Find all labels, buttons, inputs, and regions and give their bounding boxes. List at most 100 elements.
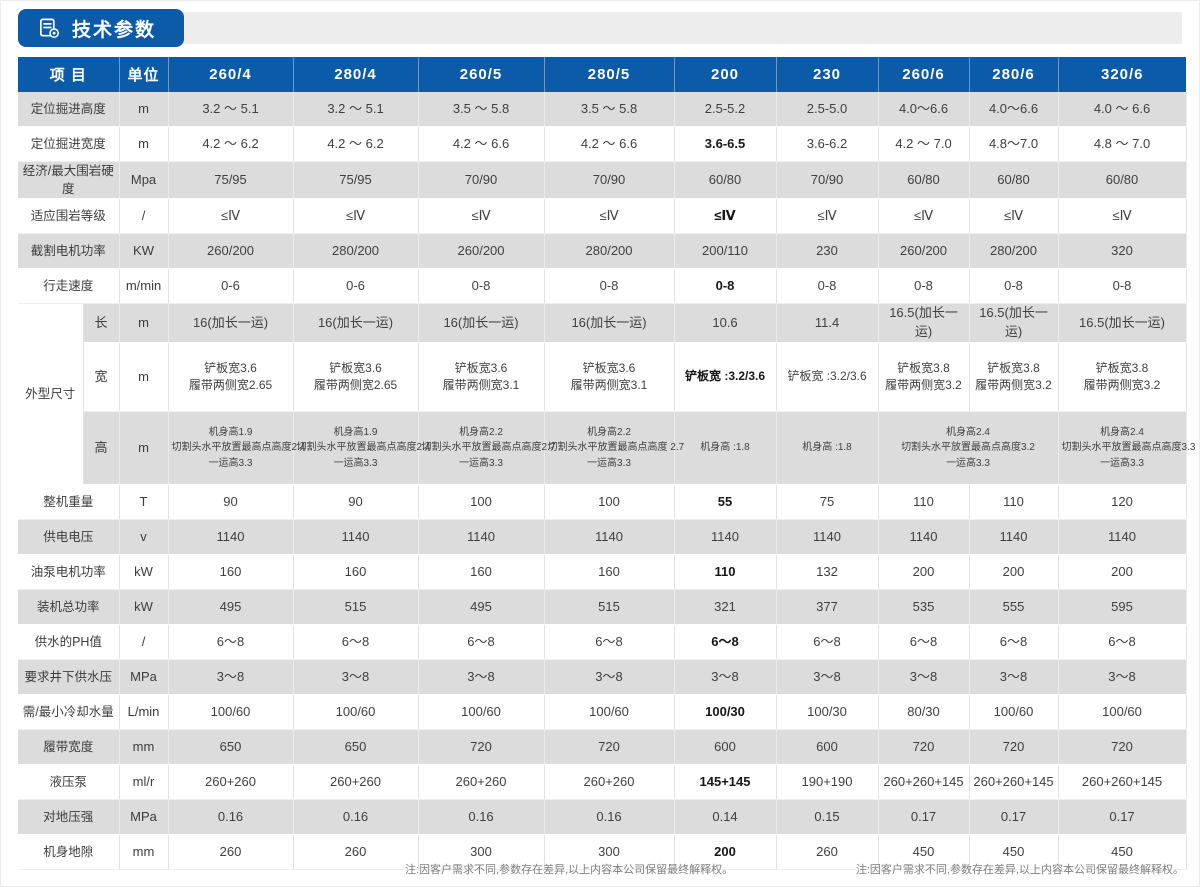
value-cell: 535 — [878, 589, 970, 625]
value-cell: 机身高1.9 切割头水平放置最高点高度2.4 一运高3.3 — [293, 411, 431, 485]
value-cell: 260+260 — [293, 764, 419, 800]
col-header-model-260-4: 260/4 — [168, 57, 294, 92]
value-cell: 720 — [544, 729, 675, 765]
value-cell: 0-8 — [544, 268, 675, 305]
value-cell: 60/80 — [1058, 161, 1187, 200]
table-row: 油泵电机功率 kW 160 160 160 160 110 132 200 200 200 — [18, 554, 1187, 590]
value-line: 铲板宽3.8 — [1095, 360, 1149, 375]
table-row: 供电电压 v 1140 1140 1140 1140 1140 1140 1140 1140 114… — [18, 519, 1187, 555]
unit-cell: v — [119, 519, 169, 555]
value-line: 铲板宽3.6 — [454, 360, 508, 375]
disclaimer-note-left: 注:因客户需求不同,参数存在差异,以上内容本公司保留最终解释权。 — [405, 864, 734, 876]
unit-cell: MPa — [119, 659, 169, 695]
value-cell: 3.2 ～ 5.1 — [293, 92, 419, 127]
row-sublabel: 长 — [83, 303, 120, 343]
value-line: 机身高2.4 — [946, 426, 990, 438]
row-label: 经济/最大围岩硬度 — [18, 161, 120, 200]
row-label: 供电电压 — [18, 519, 120, 555]
row-label: 履带宽度 — [18, 729, 120, 765]
value-cell: 321 — [674, 589, 777, 625]
value-cell: 595 — [1058, 589, 1187, 625]
value-cell: 16(加长一运) — [168, 303, 294, 343]
row-sublabel: 宽 — [83, 342, 120, 412]
value-cell: 11.4 — [776, 303, 879, 343]
value-cell: 100/30 — [674, 694, 777, 730]
value-cell: 160 — [418, 554, 545, 590]
value-line: 一运高3.3 — [946, 457, 990, 469]
value-cell: 100 — [418, 484, 545, 520]
table-row: 定位掘进宽度 m 4.2 ～ 6.2 4.2 ～ 6.2 4.2 ～ 6.6 4.2 ～ … — [18, 126, 1187, 162]
value-cell: 3～8 — [168, 659, 294, 695]
unit-cell: mm — [119, 834, 169, 870]
value-cell: 70/90 — [776, 161, 879, 200]
value-cell: 6～8 — [544, 624, 675, 660]
row-label: 需/最小冷却水量 — [18, 694, 120, 730]
unit-cell: / — [119, 624, 169, 660]
value-cell: 0.16 — [293, 799, 419, 835]
value-line: 机身高1.9 — [333, 426, 378, 438]
value-cell: 机身高1.9 切割头水平放置最高点高度2.4 一运高3.3 — [168, 411, 306, 485]
value-cell: 3～8 — [776, 659, 879, 695]
value-cell: 4.0～6.6 — [969, 92, 1059, 127]
value-line: 铲板宽3.6 — [204, 360, 257, 375]
value-cell: 6～8 — [1058, 624, 1187, 660]
value-cell: 260+260+145 — [1058, 764, 1187, 800]
value-cell: 720 — [969, 729, 1059, 765]
value-cell: 1140 — [674, 519, 777, 555]
value-cell: 3～8 — [674, 659, 777, 695]
value-cell: 60/80 — [674, 161, 777, 200]
value-cell: 200 — [969, 554, 1059, 590]
value-cell: 200 — [1058, 554, 1187, 590]
value-cell: 190+190 — [776, 764, 879, 800]
value-cell: ≤Ⅳ — [969, 198, 1059, 235]
value-line: 切割头水平放置最高点高度2.7 — [421, 442, 556, 454]
value-cell: 4.2 ～ 6.2 — [293, 126, 419, 162]
col-header-model-260-5: 260/5 — [418, 57, 545, 92]
value-cell: 280/200 — [969, 233, 1059, 270]
value-line: 履带两侧宽3.2 — [1083, 377, 1161, 392]
value-cell: 145+145 — [674, 764, 777, 800]
unit-cell: L/min — [119, 694, 169, 730]
value-cell: 100/60 — [168, 694, 294, 730]
value-cell: 260 — [168, 834, 294, 870]
value-cell: 1140 — [878, 519, 970, 555]
value-cell: 3～8 — [969, 659, 1059, 695]
value-cell: 0.16 — [168, 799, 294, 835]
value-line: 切割头水平放置最高点高度 2.7 — [547, 442, 685, 454]
value-cell: 1140 — [969, 519, 1059, 555]
col-header-model-260-6: 260/6 — [878, 57, 970, 92]
value-cell: 100/30 — [776, 694, 879, 730]
value-cell: 0.15 — [776, 799, 879, 835]
table-row: 供水的PH值/6～8 6～8 6～8 6～8 6～8 6～8 6～8 6～8 6～8 — [18, 624, 1187, 660]
value-cell: 0.16 — [544, 799, 675, 835]
value-cell: 0-8 — [674, 268, 777, 305]
value-cell: 0-8 — [969, 268, 1059, 305]
value-line: 履带两侧宽2.65 — [188, 377, 273, 392]
value-cell: 4.8 ～ 7.0 — [1058, 126, 1187, 162]
value-cell: 60/80 — [969, 161, 1059, 200]
value-line: 履带两侧宽3.1 — [570, 377, 648, 392]
value-cell: 160 — [293, 554, 419, 590]
value-line: 切割头水平放置最高点高度2.4 — [171, 442, 306, 454]
value-cell: 16(加长一运) — [418, 303, 545, 343]
disclaimer-note-right: 注:因客户需求不同,参数存在差异,以上内容本公司保留最终解释权。 — [855, 864, 1184, 876]
value-cell: 4.2 ～ 6.2 — [168, 126, 294, 162]
value-line: 切割头水平放置最高点高度2.4 — [296, 442, 431, 454]
value-cell: 铲板宽3.6 履带两侧宽3.1 — [418, 342, 545, 412]
col-header-model-230: 230 — [776, 57, 879, 92]
value-cell: 260+260 — [168, 764, 294, 800]
table-row: 外型尺寸长 m 16(加长一运) 16(加长一运) 16(加长一运) 16(加长一运) 10… — [18, 303, 1187, 485]
value-cell: 75/95 — [293, 161, 419, 200]
value-line: 履带两侧宽3.2 — [885, 377, 962, 392]
value-cell: 495 — [418, 589, 545, 625]
value-line: 切割头水平放置最高点高度3.3 — [1061, 442, 1196, 454]
footer-notes: 注:因客户需求不同,参数存在差异,以上内容本公司保留最终解释权。 注:因客户需求… — [18, 861, 1186, 879]
col-header-model-200: 200 — [674, 57, 777, 92]
value-cell: 2.5-5.2 — [674, 92, 777, 127]
table-row: 适应围岩等级 / ≤Ⅳ ≤Ⅳ ≤Ⅳ ≤Ⅳ ≤Ⅳ ≤Ⅳ ≤Ⅳ ≤Ⅳ ≤Ⅳ — [18, 198, 1187, 235]
value-cell: 6～8 — [674, 624, 777, 660]
value-line: 切割头水平放置最高点高度3.2 — [901, 442, 1035, 454]
row-label: 油泵电机功率 — [18, 554, 120, 590]
row-label: 适应围岩等级 — [18, 198, 120, 235]
col-header-model-280-5: 280/5 — [544, 57, 675, 92]
